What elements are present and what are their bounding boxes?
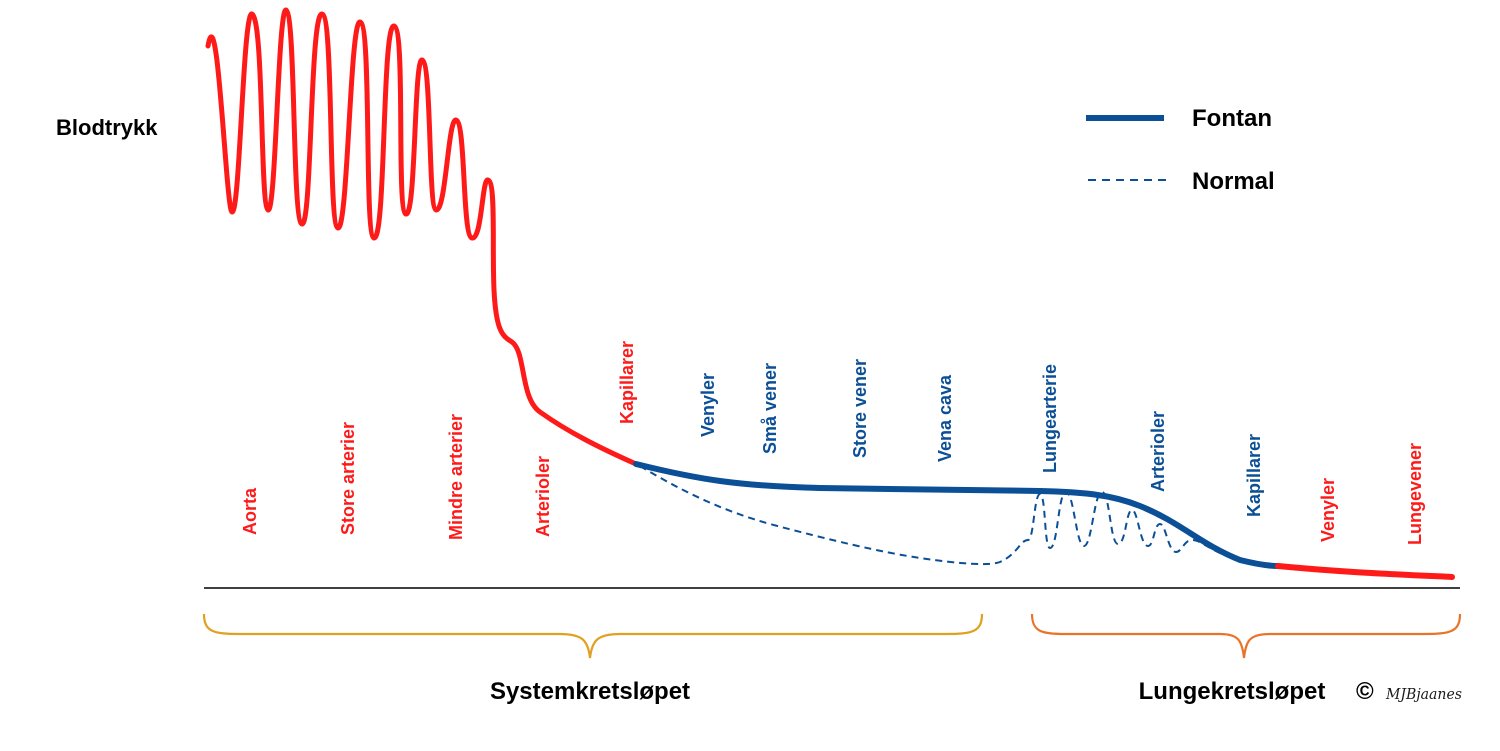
copyright-symbol: © (1356, 678, 1374, 705)
lung-circuit-brace (1030, 613, 1462, 659)
y-axis-label: Blodtrykk (56, 115, 158, 140)
segment-label: Store arterier (338, 422, 358, 535)
segment-label: Lungearterie (1040, 364, 1060, 473)
segment-label: Venyler (698, 373, 718, 437)
system-circuit-label: Systemkretsløpet (490, 678, 690, 705)
pulmonary-venous-pressure-curve (1275, 563, 1455, 580)
segment-label: Vena cava (935, 374, 955, 462)
segment-label: Store vener (850, 359, 870, 458)
fontan-pressure-curve (633, 461, 1281, 569)
segment-label: Aorta (240, 487, 260, 535)
normal-venous-pressure-dashed-curve (639, 465, 1241, 566)
lung-circuit-label: Lungekretsløpet (1139, 678, 1326, 705)
segment-label: Kapillarer (617, 341, 637, 424)
segment-label: Lungevener (1405, 443, 1425, 545)
segment-label: Små vener (760, 363, 780, 454)
segment-label: Kapillarer (1244, 434, 1264, 517)
segment-labels: Aorta Store arterier Mindre arterier Arteri… (240, 341, 1425, 545)
legend-normal-label: Normal (1192, 168, 1275, 195)
segment-label: Arterioler (1148, 411, 1168, 492)
author-signature: MJBjaanes (1385, 685, 1462, 703)
system-circuit-brace (202, 613, 984, 659)
segment-label: Mindre arterier (446, 414, 466, 540)
legend-fontan-label: Fontan (1192, 105, 1272, 132)
normal-arterial-pressure-curve (205, 7, 639, 467)
segment-label: Arterioler (533, 456, 553, 537)
segment-label: Venyler (1318, 478, 1338, 542)
legend: Fontan Normal (1086, 105, 1275, 195)
